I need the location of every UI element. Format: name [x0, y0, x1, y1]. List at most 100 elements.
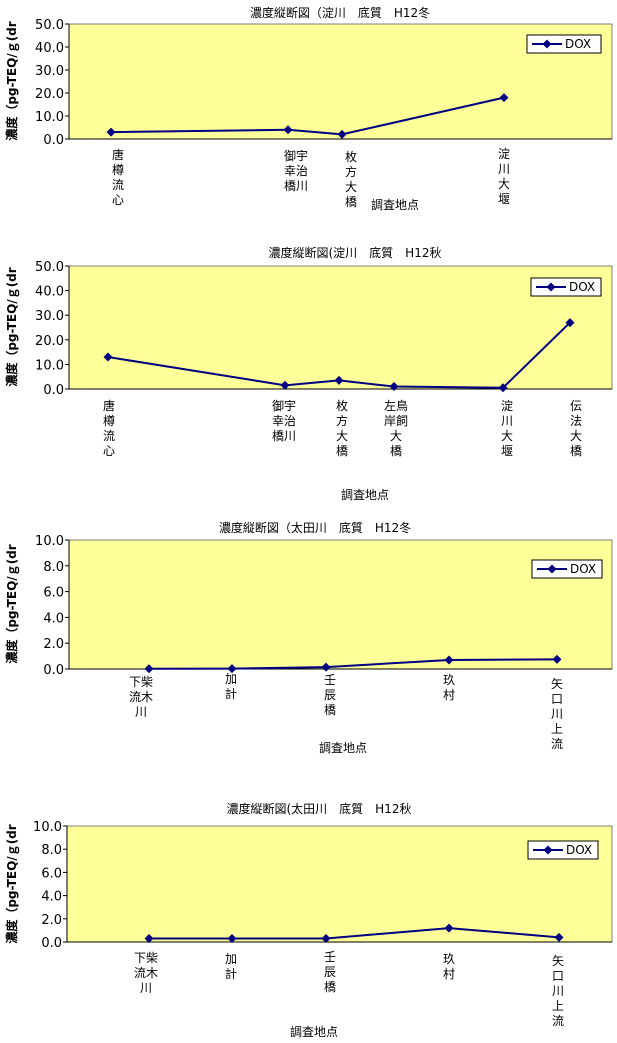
- y-tick-label: 10.0: [35, 110, 64, 125]
- x-category-label: 加: [225, 672, 237, 686]
- y-axis-label: 濃度（pg-TEQ/ｇ(dr: [4, 544, 20, 663]
- x-category-label: 川: [140, 981, 152, 995]
- x-category-label: 辰: [324, 688, 336, 702]
- data-point-marker: [565, 318, 575, 328]
- x-category-label: 橋: [570, 444, 582, 458]
- x-axis-label: 調査地点: [341, 488, 389, 502]
- x-category-label: 上: [551, 722, 563, 736]
- x-category-label: 村: [443, 688, 455, 702]
- y-tick-label: 40.0: [35, 41, 64, 56]
- x-category-label: 口: [552, 969, 564, 983]
- legend: DOX: [526, 34, 602, 54]
- legend-marker: [542, 39, 552, 49]
- data-point-marker: [227, 664, 237, 674]
- series-line-dox: [107, 321, 571, 389]
- x-category-label: 流: [552, 1014, 564, 1028]
- x-category-label: 矢: [551, 677, 563, 691]
- x-category-label: 樽: [112, 162, 124, 177]
- x-category-label: 上: [552, 999, 564, 1013]
- y-tick-label: 0.0: [43, 383, 64, 398]
- x-category-label: 大: [501, 429, 513, 443]
- x-category-label: 御宇: [284, 148, 308, 163]
- x-category-label: 流木: [134, 966, 158, 980]
- x-category-label: 加: [225, 952, 237, 966]
- legend-label: DOX: [570, 562, 596, 576]
- x-category-label: 橋: [390, 444, 402, 458]
- chart-title: 濃度縦断図（淀川 底質 H12冬: [250, 5, 430, 20]
- x-category-label: 矢: [552, 954, 564, 968]
- y-tick-label: 50.0: [35, 18, 64, 33]
- x-category-label: 御宇: [272, 398, 296, 413]
- x-category-label: 口: [551, 692, 563, 706]
- x-category-label: 方: [336, 413, 348, 428]
- x-category-label: 伝: [570, 399, 582, 413]
- chart-title: 濃度縦断図（太田川 底質 H12冬: [219, 520, 411, 535]
- x-category-label: 玖: [443, 673, 455, 687]
- y-tick-label: 0.0: [43, 133, 64, 148]
- data-point-marker: [227, 934, 237, 944]
- data-point-marker: [103, 352, 113, 362]
- data-point-marker: [554, 932, 564, 942]
- x-category-label: 壬: [324, 673, 336, 687]
- x-category-label: 大: [390, 429, 402, 443]
- x-category-label: 橋: [324, 703, 336, 717]
- x-category-label: 川: [552, 984, 564, 998]
- chart-1: 濃度縦断図（淀川 底質 H12冬 0.0 10.0 20.0 30.0 40.0 50.0 濃…: [4, 5, 613, 212]
- x-category-label: 幸治: [284, 164, 308, 178]
- x-category-label: 川: [551, 707, 563, 721]
- x-category-label: 下柴: [134, 951, 158, 965]
- data-point-marker: [389, 382, 399, 392]
- y-axis-label: 濃度（pg-TEQ/ｇ(dr: [4, 824, 20, 943]
- legend: DOX: [531, 559, 603, 579]
- x-axis-label: 調査地点: [290, 1025, 338, 1039]
- data-point-marker: [144, 664, 154, 674]
- x-category-label: 枚: [336, 398, 348, 413]
- x-axis-label: 調査地点: [319, 741, 367, 755]
- x-category-label: 岸飼: [384, 413, 408, 428]
- y-tick-label: 40.0: [35, 285, 64, 300]
- x-category-label: 淀: [501, 399, 513, 413]
- x-category-label: 大: [336, 429, 348, 443]
- data-point-marker: [444, 655, 454, 665]
- x-category-label: 計: [225, 686, 237, 701]
- data-point-marker: [280, 380, 290, 390]
- x-category-label: 心: [103, 444, 115, 458]
- legend-marker: [546, 282, 556, 292]
- series-line-dox: [110, 96, 505, 136]
- y-tick-label: 8.0: [43, 560, 64, 575]
- y-tick-label: 8.0: [41, 843, 62, 858]
- x-category-label: 橋: [324, 980, 336, 994]
- x-category-label: 玖: [443, 952, 455, 966]
- legend-label: DOX: [565, 37, 591, 51]
- x-category-label: 大: [570, 429, 582, 443]
- x-category-label: 幸治: [272, 414, 296, 428]
- y-tick-label: 4.0: [43, 611, 64, 626]
- x-category-label: 川: [501, 414, 513, 428]
- legend: DOX: [527, 840, 599, 860]
- chart-3: 濃度縦断図（太田川 底質 H12冬 0.0 2.0 4.0 6.0 8.0 10.0 濃度（p…: [4, 520, 613, 755]
- data-point-marker: [334, 375, 344, 385]
- x-category-label: 堰: [501, 444, 513, 458]
- x-axis-label: 調査地点: [371, 198, 419, 212]
- x-category-label: 流木: [129, 690, 153, 704]
- legend: DOX: [530, 277, 602, 297]
- x-category-label: 川: [498, 162, 510, 176]
- x-category-label: 大: [345, 180, 357, 194]
- y-tick-label: 2.0: [43, 637, 64, 652]
- chart-2: 濃度縦断図(淀川 底質 H12秋 0.0 10.0 20.0 30.0 40.0 50.0 濃…: [4, 245, 613, 502]
- x-category-label: 大: [498, 177, 510, 191]
- x-category-label: 橋川: [272, 429, 296, 443]
- y-tick-label: 20.0: [35, 334, 64, 349]
- y-tick-label: 50.0: [35, 260, 64, 275]
- y-axis-label: 濃度（pg-TEQ/ｇ(dr: [4, 21, 20, 140]
- data-point-marker: [321, 934, 331, 944]
- legend-marker: [543, 845, 553, 855]
- x-category-label: 川: [135, 705, 147, 719]
- plot-area: [66, 825, 613, 943]
- y-tick-label: 30.0: [35, 309, 64, 324]
- x-category-label: 流: [103, 429, 115, 443]
- y-axis-label: 濃度（pg-TEQ/ｇ(dr: [4, 267, 20, 386]
- data-point-marker: [499, 93, 509, 103]
- legend-box: [526, 34, 602, 54]
- y-tick-label: 6.0: [43, 586, 64, 601]
